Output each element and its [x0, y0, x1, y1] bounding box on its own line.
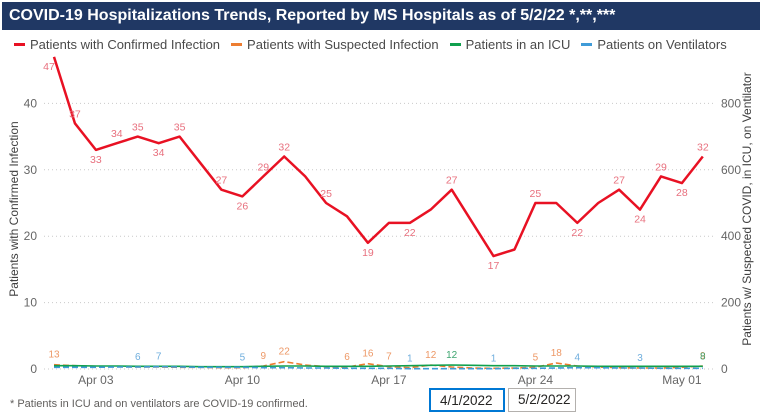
legend-item-3[interactable]: Patients on Ventilators: [581, 37, 727, 52]
x-axis-tick: Apr 17: [371, 373, 407, 387]
right-axis-tick: 800: [721, 96, 741, 110]
legend-dash-icon: [14, 43, 25, 46]
data-label: 13: [48, 350, 60, 361]
x-axis-tick: Apr 10: [225, 373, 261, 387]
data-label: 27: [446, 175, 458, 187]
legend-item-label: Patients with Confirmed Infection: [30, 37, 221, 52]
legend-item-label: Patients in an ICU: [465, 37, 571, 52]
right-axis-tick: 200: [721, 296, 741, 310]
footnote: * Patients in ICU and on ventilators are…: [10, 398, 308, 410]
right-axis-title: Patients w/ Suspected COVID, in ICU, on …: [740, 72, 754, 346]
data-label: 5: [533, 352, 539, 363]
data-label: 7: [386, 352, 392, 363]
data-label: 6: [135, 352, 141, 363]
right-axis-tick: 0: [721, 362, 728, 376]
data-label: 1: [491, 354, 497, 365]
data-label: 24: [634, 214, 646, 226]
x-axis-tick: Apr 03: [78, 373, 114, 387]
left-axis-title: Patients with Confirmed Infection: [7, 121, 21, 297]
data-label: 16: [362, 349, 374, 360]
legend-item-2[interactable]: Patients in an ICU: [449, 37, 571, 52]
data-label: 34: [111, 128, 123, 140]
data-label: 32: [697, 142, 709, 154]
x-axis-tick: May 01: [662, 373, 702, 387]
data-label: 8: [700, 351, 706, 362]
data-label: 27: [216, 175, 228, 187]
legend-item-1[interactable]: Patients with Suspected Infection: [231, 37, 439, 52]
data-label: 9: [261, 351, 267, 362]
data-label: 6: [344, 352, 350, 363]
data-label: 22: [279, 347, 291, 358]
data-label: 4: [574, 353, 580, 364]
legend-dash-icon: [581, 43, 593, 46]
data-label: 22: [404, 227, 416, 239]
data-label: 47: [43, 61, 55, 73]
legend-item-label: Patients with Suspected Infection: [247, 37, 439, 52]
data-label: 5: [240, 352, 246, 363]
series-line[interactable]: [54, 365, 703, 370]
data-label: 12: [446, 350, 458, 361]
data-label: 22: [571, 227, 583, 239]
legend-dash-icon: [449, 43, 461, 46]
data-label: 29: [257, 161, 269, 173]
data-label: 7: [156, 352, 162, 363]
data-label: 35: [174, 122, 186, 134]
left-axis-tick: 20: [24, 229, 38, 243]
data-label: 32: [278, 142, 290, 154]
series-line[interactable]: [52, 56, 704, 258]
page-title: COVID-19 Hospitalizations Trends, Report…: [2, 2, 760, 30]
right-axis-tick: 600: [721, 163, 741, 177]
x-axis-tick: Apr 24: [518, 373, 554, 387]
data-label: 29: [655, 161, 667, 173]
data-label: 19: [362, 247, 374, 259]
left-axis-tick: 40: [24, 96, 38, 110]
left-axis-tick: 0: [30, 362, 37, 376]
start-date-input[interactable]: 4/1/2022: [429, 388, 505, 412]
legend-dash-icon: [231, 43, 243, 46]
right-axis-tick: 400: [721, 229, 741, 243]
legend-item-label: Patients on Ventilators: [597, 37, 727, 52]
data-label: 34: [153, 147, 165, 159]
legend-item-0[interactable]: Patients with Confirmed Infection: [14, 37, 220, 52]
data-label: 12: [425, 350, 437, 361]
data-label: 25: [530, 188, 542, 200]
data-label: 18: [551, 348, 563, 359]
data-label: 28: [676, 187, 688, 199]
chart-legend: Patients with Confirmed Infection Patient…: [14, 37, 727, 52]
data-label: 37: [69, 108, 81, 120]
left-axis-tick: 30: [24, 163, 38, 177]
data-label: 25: [320, 188, 332, 200]
data-label: 1: [407, 354, 413, 365]
left-axis-tick: 10: [24, 296, 38, 310]
data-label: 27: [613, 175, 625, 187]
data-label: 3: [637, 353, 643, 364]
end-date-input[interactable]: 5/2/2022: [508, 388, 576, 412]
data-label: 17: [488, 260, 500, 272]
data-label: 33: [90, 154, 102, 166]
data-label: 26: [237, 200, 249, 212]
data-label: 35: [132, 122, 144, 134]
data-label: 9: [700, 351, 706, 362]
